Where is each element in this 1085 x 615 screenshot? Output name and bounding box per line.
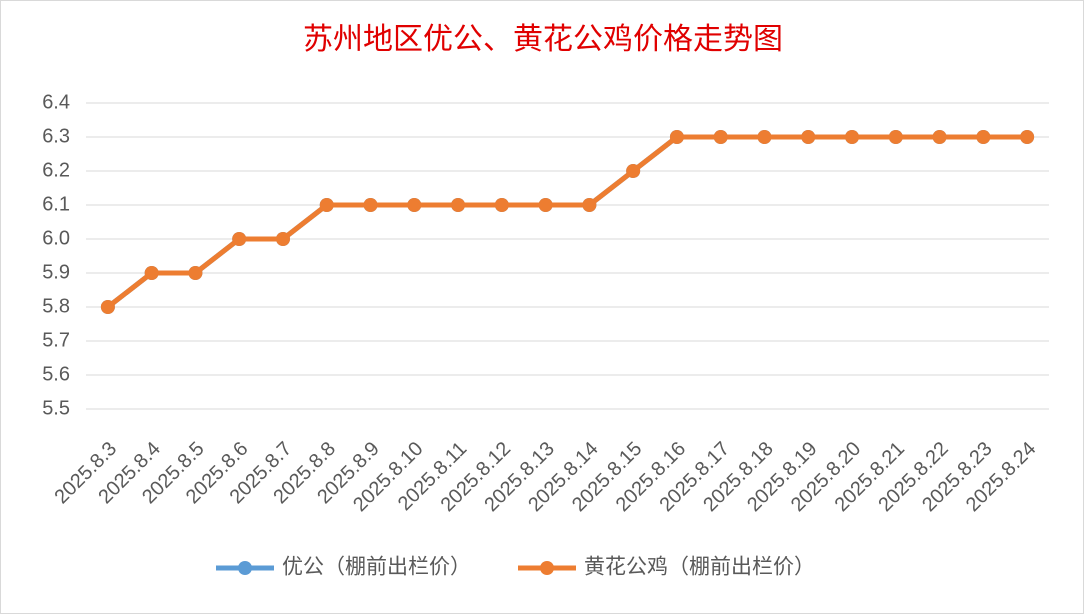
data-point xyxy=(232,232,247,246)
data-point xyxy=(713,130,728,144)
data-point xyxy=(888,130,903,144)
data-point xyxy=(188,266,203,280)
data-point xyxy=(976,130,991,144)
data-point xyxy=(451,198,466,212)
data-point xyxy=(582,198,597,212)
data-point xyxy=(845,130,860,144)
y-tick-label: 6.0 xyxy=(42,227,70,249)
series-line xyxy=(106,134,1028,309)
data-point xyxy=(363,198,378,212)
y-tick-label: 5.6 xyxy=(42,363,70,385)
legend-marker xyxy=(238,561,252,575)
chart-title: 苏州地区优公、黄花公鸡价格走势图 xyxy=(303,23,783,56)
y-tick-label: 6.3 xyxy=(42,125,70,147)
y-tick-label: 6.4 xyxy=(42,91,70,113)
data-point xyxy=(932,130,947,144)
data-point xyxy=(626,164,641,178)
data-point xyxy=(1020,130,1035,144)
data-point xyxy=(538,198,553,212)
data-point xyxy=(494,198,509,212)
y-tick-label: 6.2 xyxy=(42,159,70,181)
data-point xyxy=(275,232,290,246)
data-point xyxy=(801,130,816,144)
data-point xyxy=(757,130,772,144)
data-point xyxy=(669,130,684,144)
y-tick-label: 6.1 xyxy=(42,193,70,215)
data-point xyxy=(100,300,115,314)
legend-marker xyxy=(540,561,554,575)
y-tick-label: 5.7 xyxy=(42,329,70,351)
y-tick-label: 5.5 xyxy=(42,397,70,419)
y-tick-label: 5.9 xyxy=(42,261,70,283)
data-point xyxy=(407,198,422,212)
data-point xyxy=(144,266,159,280)
legend-label: 黄花公鸡（棚前出栏价） xyxy=(584,556,815,579)
data-point xyxy=(319,198,334,212)
legend-label: 优公（棚前出栏价） xyxy=(282,556,471,579)
y-tick-label: 5.8 xyxy=(42,295,70,317)
